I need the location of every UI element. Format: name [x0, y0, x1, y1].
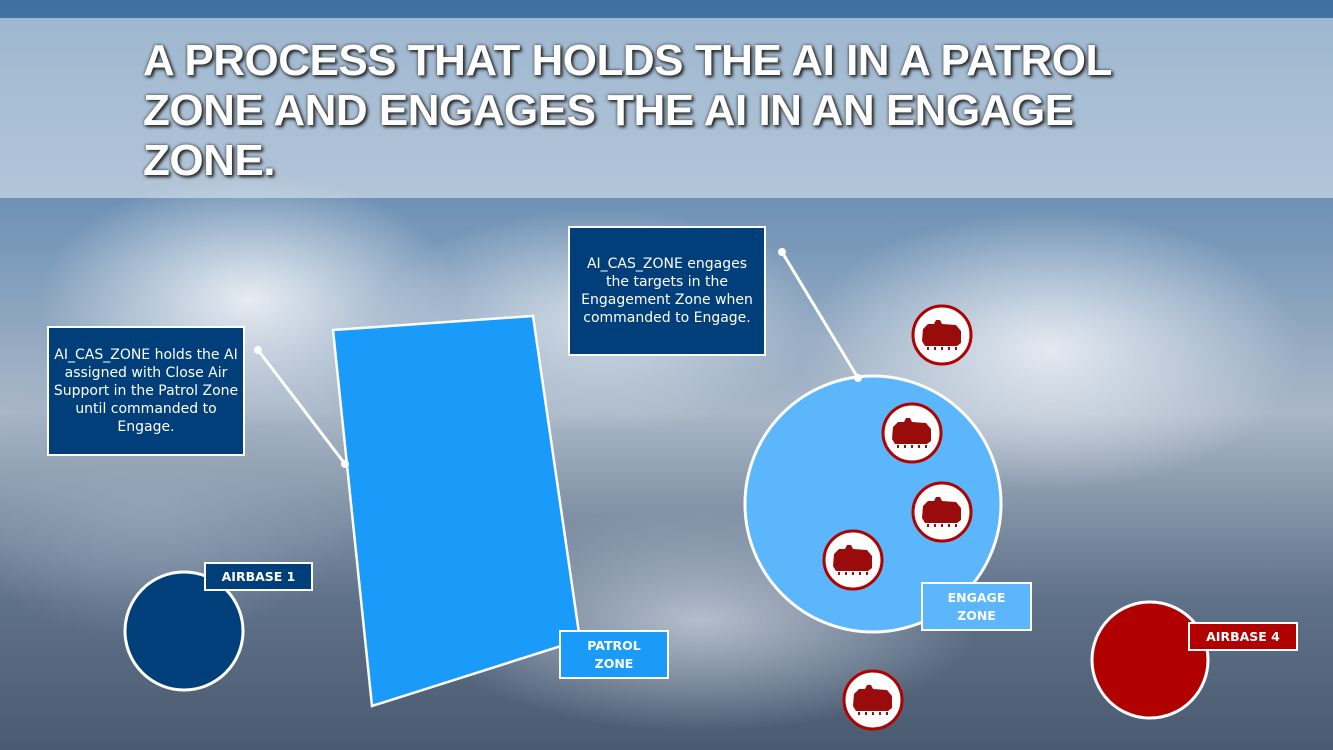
engage-note: AI_CAS_ZONE engages the targets in the E… [568, 226, 766, 356]
engage-zone-label: ENGAGE ZONE [921, 582, 1032, 631]
patrol-zone-shape [331, 314, 582, 708]
connector-dot [254, 346, 262, 354]
airbase-4-circle [1090, 600, 1210, 720]
engage-connector-line [780, 251, 860, 379]
airbase-4-label: AIRBASE 4 [1188, 622, 1298, 651]
armored-vehicle-icon [822, 529, 884, 591]
armored-vehicle-icon [842, 669, 904, 731]
airbase-1-circle [123, 570, 245, 692]
patrol-note: AI_CAS_ZONE holds the AI assigned with C… [47, 326, 245, 456]
connector-dot [341, 460, 349, 468]
airbase-1-label: AIRBASE 1 [204, 562, 313, 591]
patrol-connector-line [256, 349, 347, 465]
armored-vehicle-icon [881, 402, 943, 464]
connector-dot [778, 248, 786, 256]
connector-dot [854, 374, 862, 382]
armored-vehicle-icon [911, 481, 973, 543]
slide-title: A PROCESS THAT HOLDS THE AI IN A PATROL … [143, 36, 1112, 185]
armored-vehicle-icon [911, 304, 973, 366]
title-banner [0, 18, 1333, 198]
patrol-zone-label: PATROL ZONE [559, 630, 669, 679]
